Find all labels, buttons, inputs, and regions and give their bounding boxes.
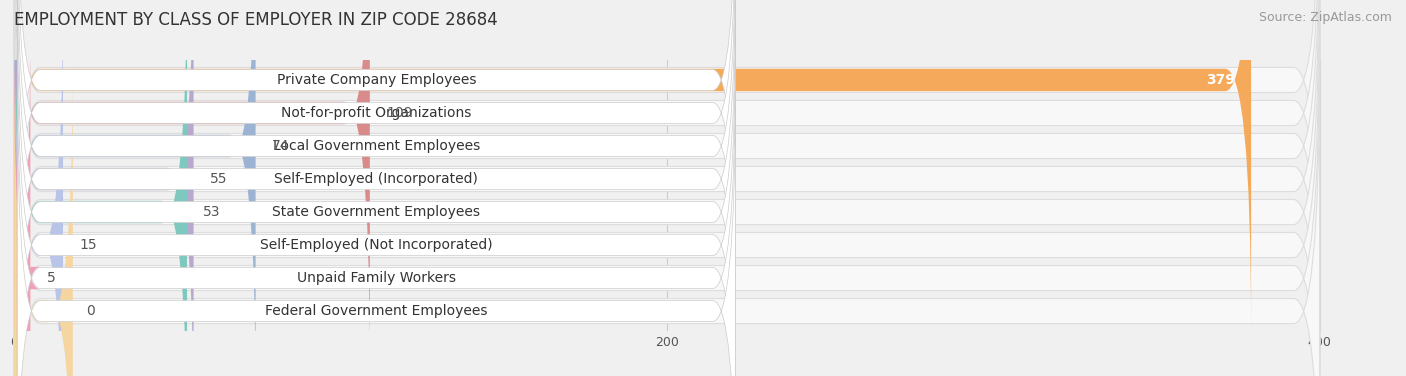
Text: 53: 53 bbox=[204, 205, 221, 219]
FancyBboxPatch shape bbox=[14, 0, 1320, 376]
FancyBboxPatch shape bbox=[14, 0, 1251, 333]
FancyBboxPatch shape bbox=[4, 25, 41, 376]
Text: Federal Government Employees: Federal Government Employees bbox=[266, 304, 488, 318]
FancyBboxPatch shape bbox=[14, 59, 1320, 376]
FancyBboxPatch shape bbox=[17, 58, 735, 376]
FancyBboxPatch shape bbox=[14, 0, 1320, 376]
FancyBboxPatch shape bbox=[17, 0, 735, 367]
FancyBboxPatch shape bbox=[14, 0, 1320, 332]
Text: Private Company Employees: Private Company Employees bbox=[277, 73, 477, 87]
Text: 379: 379 bbox=[1206, 73, 1234, 87]
FancyBboxPatch shape bbox=[14, 0, 370, 366]
FancyBboxPatch shape bbox=[14, 0, 1320, 376]
FancyBboxPatch shape bbox=[14, 0, 1320, 365]
Text: 109: 109 bbox=[387, 106, 412, 120]
Text: Self-Employed (Not Incorporated): Self-Employed (Not Incorporated) bbox=[260, 238, 492, 252]
FancyBboxPatch shape bbox=[14, 0, 1320, 376]
FancyBboxPatch shape bbox=[17, 0, 735, 300]
Text: 74: 74 bbox=[271, 139, 290, 153]
Text: EMPLOYMENT BY CLASS OF EMPLOYER IN ZIP CODE 28684: EMPLOYMENT BY CLASS OF EMPLOYER IN ZIP C… bbox=[14, 11, 498, 29]
FancyBboxPatch shape bbox=[17, 91, 735, 376]
Text: Unpaid Family Workers: Unpaid Family Workers bbox=[297, 271, 456, 285]
FancyBboxPatch shape bbox=[17, 0, 735, 376]
Text: Not-for-profit Organizations: Not-for-profit Organizations bbox=[281, 106, 471, 120]
FancyBboxPatch shape bbox=[17, 24, 735, 376]
Text: State Government Employees: State Government Employees bbox=[273, 205, 481, 219]
Text: 15: 15 bbox=[79, 238, 97, 252]
FancyBboxPatch shape bbox=[14, 58, 73, 376]
FancyBboxPatch shape bbox=[17, 0, 735, 334]
FancyBboxPatch shape bbox=[14, 0, 63, 376]
FancyBboxPatch shape bbox=[14, 0, 256, 376]
Text: 5: 5 bbox=[46, 271, 55, 285]
Text: Self-Employed (Incorporated): Self-Employed (Incorporated) bbox=[274, 172, 478, 186]
Text: Local Government Employees: Local Government Employees bbox=[273, 139, 479, 153]
FancyBboxPatch shape bbox=[14, 0, 187, 376]
Text: 0: 0 bbox=[86, 304, 94, 318]
Text: 55: 55 bbox=[209, 172, 228, 186]
FancyBboxPatch shape bbox=[14, 26, 1320, 376]
FancyBboxPatch shape bbox=[14, 0, 194, 376]
FancyBboxPatch shape bbox=[17, 0, 735, 376]
Text: Source: ZipAtlas.com: Source: ZipAtlas.com bbox=[1258, 11, 1392, 24]
